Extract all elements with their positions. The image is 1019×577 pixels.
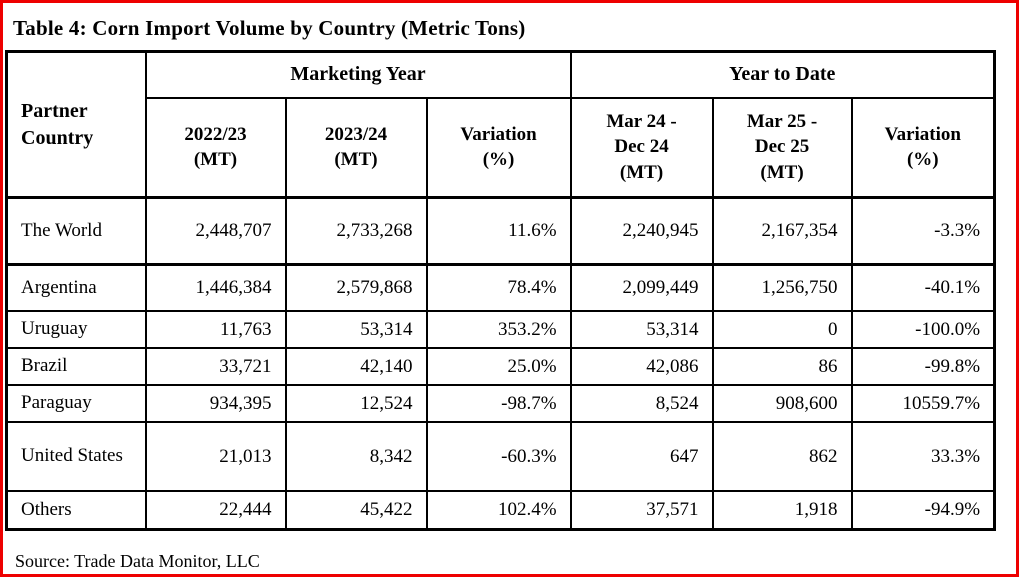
value-cell: 42,086 bbox=[569, 347, 714, 386]
table-row: Paraguay 934,395 12,524 -98.7% 8,524 908… bbox=[5, 384, 996, 423]
country-cell: Brazil bbox=[5, 347, 147, 386]
value-cell: 2,240,945 bbox=[569, 196, 714, 266]
value-cell: 21,013 bbox=[144, 421, 287, 492]
column-header-mar25-dec25: Mar 25 - Dec 25 (MT) bbox=[711, 96, 853, 199]
table-row: Brazil 33,721 42,140 25.0% 42,086 86 -99… bbox=[5, 347, 996, 386]
value-cell: 1,256,750 bbox=[711, 263, 853, 312]
value-cell: 8,342 bbox=[284, 421, 428, 492]
value-cell: 1,918 bbox=[711, 490, 853, 531]
value-cell: 42,140 bbox=[284, 347, 428, 386]
column-header-2022-23: 2022/23 (MT) bbox=[144, 96, 287, 199]
value-cell: 37,571 bbox=[569, 490, 714, 531]
value-cell: 53,314 bbox=[284, 310, 428, 349]
value-cell: 33,721 bbox=[144, 347, 287, 386]
value-cell: 33.3% bbox=[850, 421, 996, 492]
value-cell: 10559.7% bbox=[850, 384, 996, 423]
table-row: Argentina 1,446,384 2,579,868 78.4% 2,09… bbox=[5, 263, 996, 312]
value-cell: 8,524 bbox=[569, 384, 714, 423]
value-cell: 934,395 bbox=[144, 384, 287, 423]
table-row: Others 22,444 45,422 102.4% 37,571 1,918… bbox=[5, 490, 996, 531]
source-note: Source: Trade Data Monitor, LLC bbox=[15, 551, 260, 571]
country-cell: United States bbox=[5, 421, 147, 492]
column-header-2023-24: 2023/24 (MT) bbox=[284, 96, 428, 199]
value-cell: 11.6% bbox=[425, 196, 572, 266]
country-cell: Argentina bbox=[5, 263, 147, 312]
table-row: Uruguay 11,763 53,314 353.2% 53,314 0 -1… bbox=[5, 310, 996, 349]
column-header-ytd-variation: Variation (%) bbox=[850, 96, 996, 199]
value-cell: -98.7% bbox=[425, 384, 572, 423]
year-to-date-group-header: Year to Date bbox=[569, 50, 996, 99]
value-cell: -60.3% bbox=[425, 421, 572, 492]
value-cell: 908,600 bbox=[711, 384, 853, 423]
value-cell: 22,444 bbox=[144, 490, 287, 531]
value-cell: 2,167,354 bbox=[711, 196, 853, 266]
value-cell: 0 bbox=[711, 310, 853, 349]
column-header-mar24-dec24: Mar 24 - Dec 24 (MT) bbox=[569, 96, 714, 199]
country-cell: The World bbox=[5, 196, 147, 266]
value-cell: 2,579,868 bbox=[284, 263, 428, 312]
country-cell: Uruguay bbox=[5, 310, 147, 349]
column-header-row: 2022/23 (MT) 2023/24 (MT) Variation (%) … bbox=[7, 96, 996, 199]
value-cell: 862 bbox=[711, 421, 853, 492]
value-cell: 25.0% bbox=[425, 347, 572, 386]
value-cell: 2,448,707 bbox=[144, 196, 287, 266]
partner-country-header: Partner Country bbox=[5, 50, 147, 199]
table-row: United States 21,013 8,342 -60.3% 647 86… bbox=[5, 421, 996, 492]
group-header-row: Partner Country Marketing Year Year to D… bbox=[5, 50, 996, 199]
value-cell: -94.9% bbox=[850, 490, 996, 531]
value-cell: 11,763 bbox=[144, 310, 287, 349]
marketing-year-group-header: Marketing Year bbox=[144, 50, 572, 99]
column-header-my-variation: Variation (%) bbox=[425, 96, 572, 199]
value-cell: 78.4% bbox=[425, 263, 572, 312]
value-cell: -40.1% bbox=[850, 263, 996, 312]
value-cell: 53,314 bbox=[569, 310, 714, 349]
value-cell: 353.2% bbox=[425, 310, 572, 349]
value-cell: 2,099,449 bbox=[569, 263, 714, 312]
value-cell: 12,524 bbox=[284, 384, 428, 423]
value-cell: -100.0% bbox=[850, 310, 996, 349]
page-title: Table 4: Corn Import Volume by Country (… bbox=[13, 16, 526, 40]
value-cell: 86 bbox=[711, 347, 853, 386]
value-cell: 102.4% bbox=[425, 490, 572, 531]
value-cell: 1,446,384 bbox=[144, 263, 287, 312]
table-row: The World 2,448,707 2,733,268 11.6% 2,24… bbox=[5, 196, 996, 266]
value-cell: -99.8% bbox=[850, 347, 996, 386]
value-cell: 2,733,268 bbox=[284, 196, 428, 266]
country-cell: Others bbox=[5, 490, 147, 531]
value-cell: -3.3% bbox=[850, 196, 996, 266]
value-cell: 45,422 bbox=[284, 490, 428, 531]
corn-import-table: Partner Country Marketing Year Year to D… bbox=[5, 50, 997, 531]
value-cell: 647 bbox=[569, 421, 714, 492]
country-cell: Paraguay bbox=[5, 384, 147, 423]
